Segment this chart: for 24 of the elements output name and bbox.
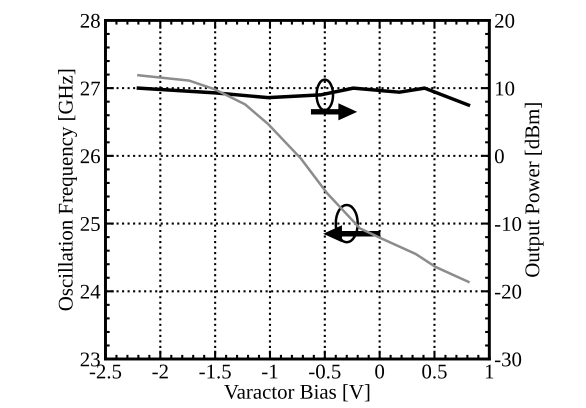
y-tick-label: 26 (80, 149, 100, 164)
x-tick-label: 0 (375, 364, 384, 379)
y-axis-title: Oscillation Frequency [GHz] (58, 70, 78, 310)
y-tick-label: 24 (80, 284, 100, 299)
x-tick-label: 0.5 (422, 364, 447, 379)
y2-axis-title: Output Power [dBm] (524, 103, 544, 277)
y2-tick-label: -10 (494, 216, 522, 232)
y-tick-label: 27 (80, 82, 100, 96)
y2-tick-label: 20 (495, 14, 514, 28)
x-tick-label: -2 (152, 364, 168, 378)
x-tick-label: 1 (486, 364, 494, 378)
y2-tick-label: 0 (494, 149, 504, 164)
x-tick-label: -1 (262, 364, 278, 378)
x-tick-label: -1.5 (199, 364, 231, 379)
x-tick-label: -2.5 (90, 364, 122, 379)
x-axis-title: Varactor Bias [V] (224, 384, 370, 402)
line-series (137, 74, 470, 284)
x-tick-label: -0.5 (309, 364, 340, 379)
y2-tick-label: 10 (496, 82, 514, 96)
y-tick-label: 23 (80, 352, 100, 366)
y-tick-label: 25 (80, 217, 100, 232)
y2-tick-label: -20 (494, 284, 522, 299)
y2-tick-label: -30 (494, 352, 522, 366)
y-tick-label: 28 (80, 14, 100, 28)
